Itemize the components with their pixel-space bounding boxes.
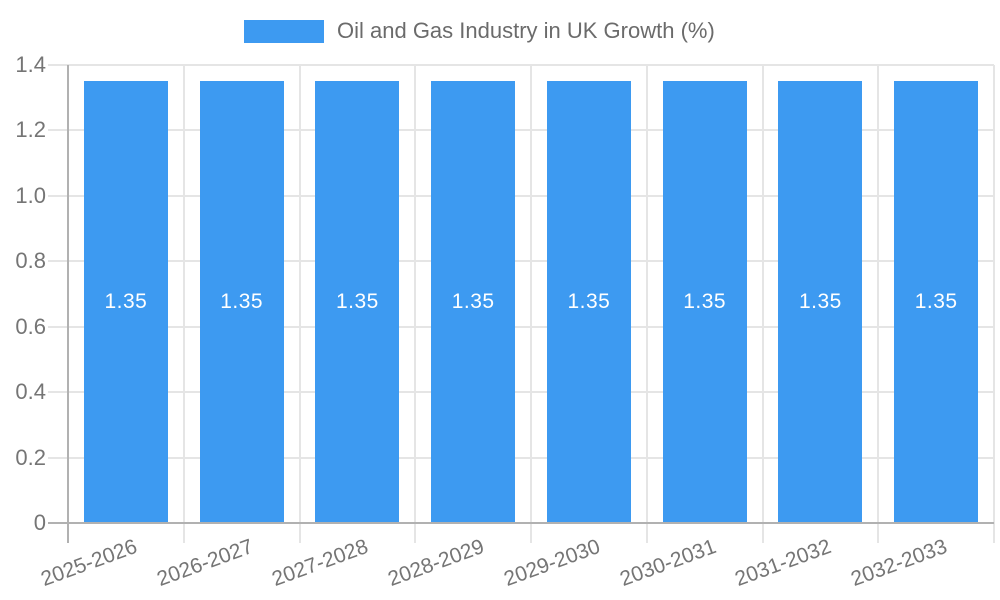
bar-value-label: 1.35: [104, 289, 148, 313]
bar: 1.35: [199, 81, 284, 522]
y-axis-tick-label: 0.8: [15, 248, 46, 274]
bar-value-label: 1.35: [451, 289, 495, 313]
v-gridline: [414, 65, 417, 543]
bar: 1.35: [894, 81, 979, 522]
h-gridline: [48, 260, 994, 263]
v-gridline: [993, 65, 995, 543]
legend-swatch: [244, 20, 324, 43]
y-axis-line: [67, 65, 69, 543]
y-axis-tick-label: 0.6: [15, 313, 46, 339]
v-gridline: [761, 65, 764, 543]
v-gridline: [298, 65, 301, 543]
v-gridline: [877, 65, 880, 543]
bar: 1.35: [662, 81, 747, 522]
h-gridline: [48, 64, 994, 66]
v-gridline: [530, 65, 532, 543]
bar: 1.35: [778, 81, 863, 522]
v-gridline: [182, 65, 185, 543]
bar-value-label: 1.35: [798, 289, 842, 313]
h-gridline: [48, 391, 994, 394]
h-gridline: [48, 129, 994, 132]
y-axis-tick-label: 1.0: [15, 182, 46, 208]
v-gridline: [645, 65, 648, 543]
bar: 1.35: [315, 81, 400, 522]
y-axis-tick-label: 0: [33, 510, 46, 535]
x-axis-line: [48, 522, 994, 524]
legend-label: Oil and Gas Industry in UK Growth (%): [337, 18, 715, 43]
y-axis-tick-label: 1.2: [15, 117, 46, 143]
bar-value-label: 1.35: [914, 289, 958, 313]
y-axis-tick-label: 0.2: [15, 444, 46, 470]
y-axis-tick-label: 1.4: [15, 52, 46, 77]
y-axis-tick-label: 0.4: [15, 379, 46, 405]
bar-value-label: 1.35: [220, 289, 264, 313]
bar: 1.35: [546, 81, 631, 522]
h-gridline: [48, 194, 994, 197]
bar: 1.35: [83, 81, 168, 522]
h-gridline: [48, 325, 994, 328]
h-gridline: [48, 456, 994, 459]
bar: 1.35: [431, 81, 516, 522]
bar-value-label: 1.35: [683, 289, 727, 313]
bar-value-label: 1.35: [335, 289, 379, 313]
bar-value-label: 1.35: [567, 289, 611, 313]
